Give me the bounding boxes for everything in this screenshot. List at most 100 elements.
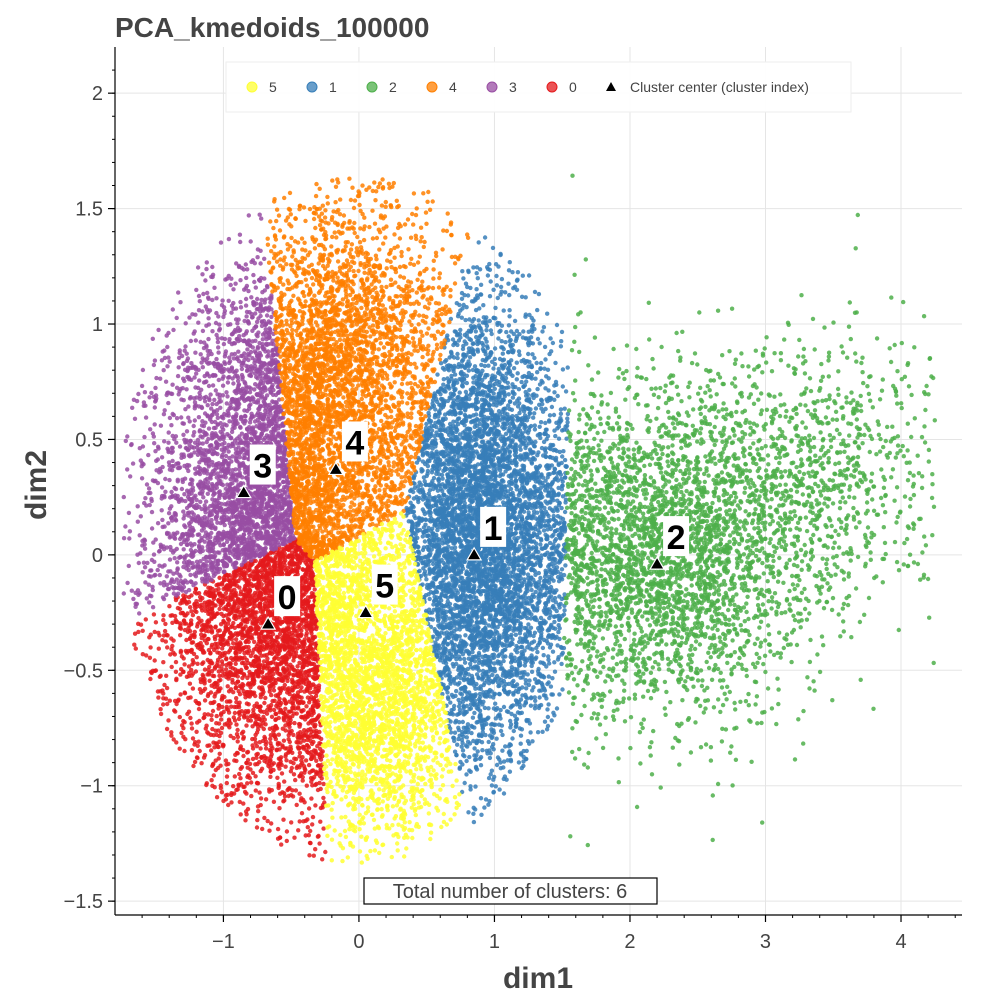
data-point <box>197 591 201 595</box>
data-point <box>272 708 276 712</box>
data-point <box>225 705 229 709</box>
data-point <box>178 715 182 719</box>
data-point <box>248 574 252 578</box>
data-point <box>234 722 238 726</box>
data-point <box>293 778 297 782</box>
data-point <box>304 730 308 734</box>
data-point <box>276 827 280 831</box>
data-point <box>309 796 313 800</box>
data-point <box>297 754 301 758</box>
data-point <box>307 833 311 837</box>
data-point <box>286 714 290 718</box>
data-point <box>298 722 302 726</box>
data-point <box>205 744 209 748</box>
data-point <box>440 477 444 481</box>
data-point <box>211 674 215 678</box>
data-point <box>288 740 292 744</box>
data-point <box>291 637 295 641</box>
data-point <box>204 590 208 594</box>
data-point <box>217 576 221 580</box>
data-point <box>307 806 311 810</box>
data-point <box>190 726 194 730</box>
data-point <box>299 796 303 800</box>
data-point <box>253 733 257 737</box>
data-point <box>309 780 313 784</box>
data-point <box>164 674 168 678</box>
data-point <box>263 756 267 760</box>
data-point <box>218 628 222 632</box>
data-point <box>264 607 268 611</box>
data-point <box>282 798 286 802</box>
data-point <box>214 721 218 725</box>
data-point <box>424 577 428 581</box>
data-point <box>180 654 184 658</box>
data-point <box>310 822 314 826</box>
data-point <box>242 672 246 676</box>
data-point <box>269 755 273 759</box>
data-point <box>252 640 256 644</box>
data-point <box>296 828 300 832</box>
data-point <box>292 693 296 697</box>
data-point <box>178 747 182 751</box>
data-point <box>136 630 140 634</box>
data-point <box>306 695 310 699</box>
data-point <box>268 737 272 741</box>
data-point <box>281 620 285 624</box>
data-point <box>153 658 157 662</box>
data-point <box>300 650 304 654</box>
data-point <box>176 606 180 610</box>
data-point <box>220 726 224 730</box>
data-point <box>243 664 247 668</box>
data-point <box>282 791 286 795</box>
data-point <box>158 675 162 679</box>
data-point <box>254 630 258 634</box>
data-point <box>189 622 193 626</box>
data-point <box>314 694 318 698</box>
data-point <box>255 701 259 705</box>
data-point <box>255 825 259 829</box>
data-point <box>305 614 309 618</box>
data-point <box>231 690 235 694</box>
data-point <box>213 637 217 641</box>
data-point <box>300 736 304 740</box>
data-point <box>225 781 229 785</box>
data-point <box>268 748 272 752</box>
data-point <box>277 806 281 810</box>
data-point <box>245 701 249 705</box>
data-point <box>259 796 263 800</box>
data-point <box>206 731 210 735</box>
data-point <box>225 793 229 797</box>
data-point <box>172 708 176 712</box>
data-point <box>290 788 294 792</box>
data-point <box>286 688 290 692</box>
data-point <box>262 578 266 582</box>
data-point <box>535 308 539 312</box>
data-point <box>270 613 274 617</box>
data-point <box>276 837 280 841</box>
data-point <box>472 820 476 824</box>
data-point <box>217 674 221 678</box>
data-point <box>278 673 282 677</box>
data-point <box>184 638 188 642</box>
data-point <box>252 664 256 668</box>
data-point <box>275 561 279 565</box>
data-point <box>251 615 255 619</box>
data-point <box>244 594 248 598</box>
data-point <box>242 785 246 789</box>
data-point <box>187 674 191 678</box>
data-point <box>296 572 300 576</box>
data-point <box>315 702 319 706</box>
data-point <box>245 566 249 570</box>
data-point <box>499 285 503 289</box>
data-point <box>240 676 244 680</box>
data-point <box>277 766 281 770</box>
data-point <box>248 776 252 780</box>
data-point <box>283 707 287 711</box>
data-point <box>274 704 278 708</box>
data-point <box>285 746 289 750</box>
data-point <box>237 710 241 714</box>
data-point <box>188 629 192 633</box>
data-point <box>509 338 513 342</box>
data-point <box>234 637 238 641</box>
data-point <box>198 749 202 753</box>
